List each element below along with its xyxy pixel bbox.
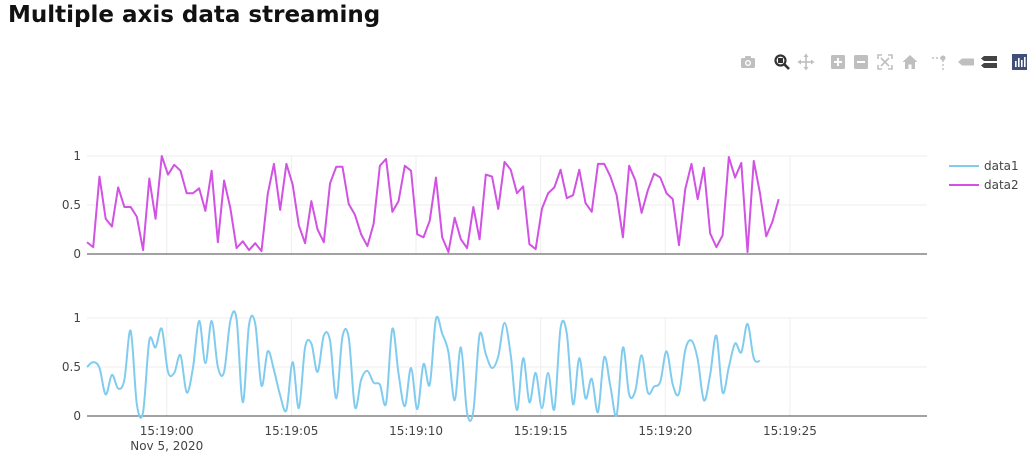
series-line-data1 [86,310,761,422]
x-tick-label: 15:19:10 [389,424,443,438]
x-tick-label: 15:19:05 [264,424,318,438]
top-y-tick-label: 1 [73,149,81,163]
pan-icon[interactable] [796,52,816,72]
x-tick-label: 15:19:00 [140,424,194,438]
zoom-in-icon[interactable] [828,52,848,72]
x-tick-label: 15:19:15 [514,424,568,438]
top-y-tick-label: 0 [73,247,81,261]
plotly-logo-icon[interactable] [1010,52,1027,72]
zoom-icon[interactable] [772,52,792,72]
legend-label-data2: data2 [984,178,1019,192]
legend-item-data2: data2 [949,178,1019,192]
autoscale-icon[interactable] [875,52,895,72]
bottom-y-tick-label: 0 [73,409,81,423]
page-title: Multiple axis data streaming [8,2,381,28]
camera-icon[interactable] [738,52,758,72]
x-tick-label: 15:19:25 [763,424,817,438]
legend-item-data1: data1 [949,159,1019,173]
x-tick-label: 15:19:20 [638,424,692,438]
legend-label-data1: data1 [984,159,1019,173]
top-y-tick-label: 0.5 [62,198,81,212]
spike-lines-icon[interactable] [930,52,950,72]
bottom-y-tick-label: 0.5 [62,360,81,374]
home-icon[interactable] [900,52,920,72]
x-date-label: Nov 5, 2020 [130,439,203,453]
hover-closest-icon[interactable] [956,52,976,72]
hover-compare-icon[interactable] [979,52,999,72]
zoom-out-icon[interactable] [851,52,871,72]
series-line-data2 [86,155,780,254]
bottom-y-tick-label: 1 [73,311,81,325]
